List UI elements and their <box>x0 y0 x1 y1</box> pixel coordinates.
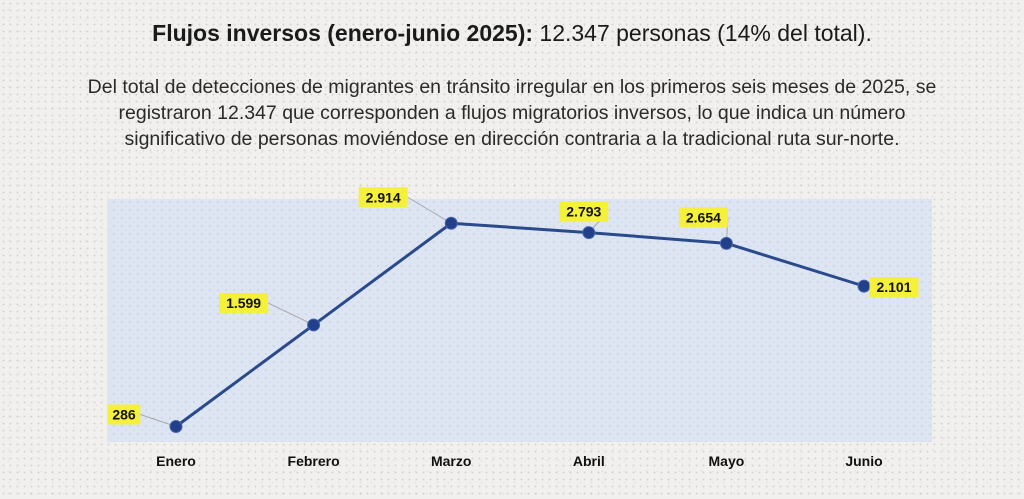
data-point-junio <box>857 279 871 293</box>
x-tick-label-febrero: Febrero <box>288 453 340 469</box>
data-label-marzo: 2.914 <box>358 187 408 208</box>
data-point-enero <box>169 419 183 433</box>
data-label-enero: 286 <box>107 404 141 425</box>
plot-area-texture <box>107 199 932 442</box>
title-bold: Flujos inversos (enero-junio 2025): <box>152 20 534 46</box>
data-point-marzo <box>444 216 458 230</box>
data-label-text: 1.599 <box>226 295 261 311</box>
data-point-mayo <box>719 236 733 250</box>
data-label-text: 2.914 <box>366 189 401 205</box>
data-label-background <box>107 404 141 425</box>
x-tick-label-mayo: Mayo <box>709 453 745 469</box>
data-label-background <box>869 277 919 298</box>
data-point-febrero <box>307 318 321 332</box>
data-label-background <box>358 187 408 208</box>
data-label-text: 2.793 <box>566 204 601 220</box>
data-label-text: 286 <box>112 406 136 422</box>
leader-line <box>267 302 314 326</box>
description-line-3: significativo de personas moviéndose en … <box>124 128 900 150</box>
data-label-abril: 2.793 <box>559 201 609 222</box>
data-label-background <box>678 207 728 228</box>
description-line-1: Del total de detecciones de migrantes en… <box>87 76 937 98</box>
x-tick-label-abril: Abril <box>573 453 605 469</box>
data-point-abril <box>582 226 596 240</box>
description: Del total de detecciones de migrantes en… <box>20 74 1004 152</box>
chart-title: Flujos inversos (enero-junio 2025): 12.3… <box>0 18 1024 48</box>
series-line <box>175 221 865 428</box>
description-line-2: registraron 12.347 que corresponden a fl… <box>118 102 906 124</box>
x-tick-label-enero: Enero <box>156 453 196 469</box>
data-label-text: 2.654 <box>686 209 721 225</box>
data-label-junio: 2.101 <box>869 277 919 298</box>
data-label-text: 2.101 <box>876 279 911 295</box>
data-label-background <box>219 292 269 313</box>
leader-line <box>407 196 452 224</box>
x-tick-label-junio: Junio <box>845 453 882 469</box>
data-label-mayo: 2.654 <box>678 207 728 228</box>
data-label-background <box>559 201 609 222</box>
title-rest: 12.347 personas (14% del total). <box>539 20 872 46</box>
data-label-febrero: 1.599 <box>219 292 269 313</box>
x-tick-label-marzo: Marzo <box>431 453 471 469</box>
